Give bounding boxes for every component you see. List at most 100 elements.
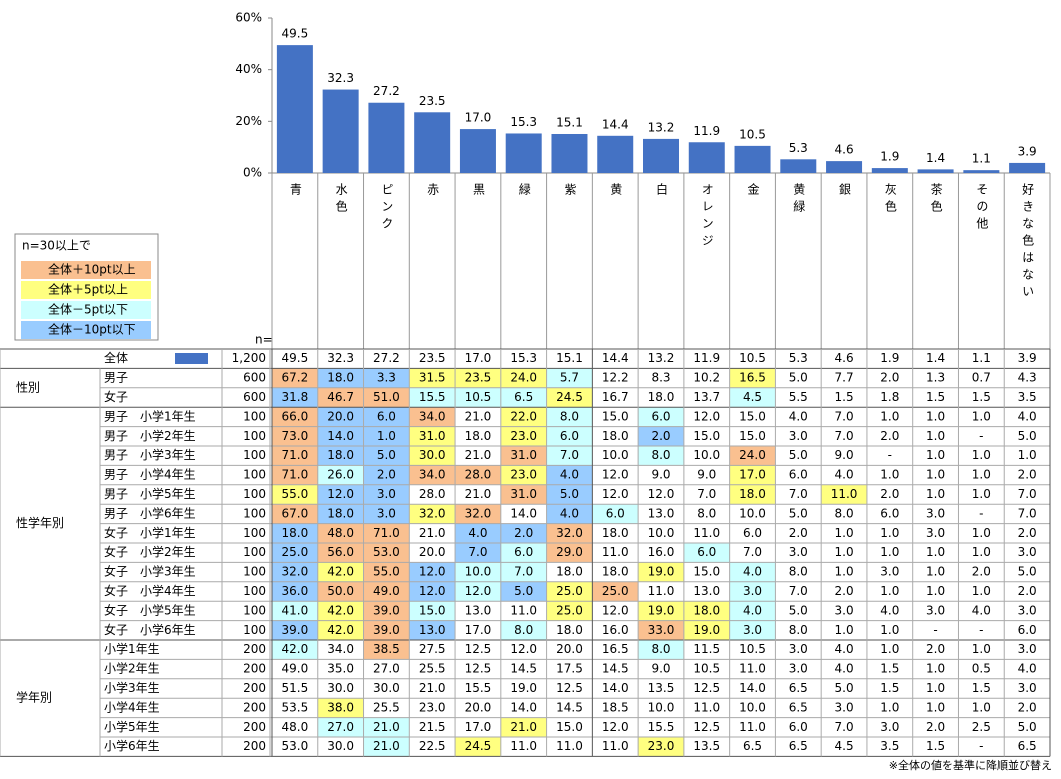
cell-shade	[500, 387, 547, 408]
table-cell: 6.0	[697, 545, 716, 559]
value-label: 15.1	[556, 115, 583, 129]
row-n: 600	[243, 371, 266, 385]
table-cell: 3.9	[1018, 351, 1037, 365]
group-label: 学年別	[16, 690, 52, 705]
table-cell: 1.0	[377, 429, 396, 443]
table-cell: 15.0	[556, 720, 583, 734]
table-cell: 21.0	[419, 681, 446, 695]
bar	[780, 159, 817, 173]
value-label: 49.5	[282, 27, 309, 41]
cell-shade	[683, 620, 730, 640]
legend-label: 全体＋10pt以上	[48, 262, 136, 277]
table-cell: 4.0	[1018, 662, 1037, 676]
table-cell: 11.0	[602, 739, 629, 753]
table-cell: 1.0	[880, 545, 899, 559]
table-cell: 5.0	[789, 371, 808, 385]
table-cell: 16.5	[602, 642, 629, 656]
table-cell: 18.0	[327, 506, 354, 520]
table-cell: 18.0	[282, 526, 309, 540]
table-cell: 3.0	[1018, 642, 1037, 656]
cell-shade	[272, 465, 318, 485]
legend-title: n=30以上で	[22, 239, 91, 253]
cell-shade	[729, 446, 776, 466]
table-cell: 1.0	[926, 468, 945, 482]
table-cell: 18.0	[693, 603, 720, 617]
bar	[322, 89, 359, 173]
category-label: オレンジ	[700, 183, 714, 251]
table-cell: 71.0	[282, 468, 309, 482]
category-label: 灰色	[883, 183, 897, 217]
table-cell: 53.0	[373, 545, 400, 559]
y-tick-label: 60%	[235, 11, 262, 25]
table-cell: 14.0	[602, 681, 629, 695]
cell-shade	[363, 562, 410, 582]
table-cell: 0.5	[972, 662, 991, 676]
table-cell: 31.0	[419, 429, 446, 443]
cell-shade	[455, 737, 501, 757]
table-cell: 6.5	[1018, 739, 1037, 753]
footnote: ※全体の値を基準に降順並び替え	[889, 758, 1052, 772]
value-label: 14.4	[602, 117, 629, 131]
cell-shade	[455, 523, 501, 543]
table-cell: 10.5	[693, 662, 720, 676]
table-cell: 1.0	[880, 584, 899, 598]
table-cell: 2.0	[926, 642, 945, 656]
row-n: 100	[243, 623, 266, 637]
row-label: 小学6年生	[104, 738, 160, 753]
cell-shade	[821, 484, 867, 505]
table-cell: 8.0	[560, 409, 579, 423]
value-label: 27.2	[373, 84, 400, 98]
cell-shade	[592, 581, 639, 602]
table-cell: 11.0	[693, 526, 720, 540]
table-cell: 41.0	[282, 603, 309, 617]
cell-shade	[363, 717, 410, 737]
table-cell: 33.0	[648, 623, 675, 637]
table-cell: -	[979, 623, 983, 637]
cell-shade	[317, 620, 364, 640]
table-cell: 12.0	[602, 468, 629, 482]
table-cell: 4.0	[560, 506, 579, 520]
table-cell: 32.0	[282, 565, 309, 579]
table-cell: 10.0	[739, 700, 766, 714]
table-cell: 30.0	[327, 739, 354, 753]
table-cell: 42.0	[282, 642, 309, 656]
table-cell: 6.5	[789, 681, 808, 695]
bar	[597, 135, 634, 173]
table-cell: 16.0	[648, 545, 675, 559]
row-label: 女子 小学3年生	[104, 564, 196, 579]
cell-shade	[546, 387, 593, 408]
table-cell: 15.5	[419, 390, 446, 404]
y-tick-label: 0%	[243, 166, 262, 180]
table-cell: 34.0	[419, 409, 446, 423]
cell-shade	[729, 465, 776, 485]
row-label: 男子 小学6年生	[104, 505, 196, 520]
cell-shade	[363, 620, 410, 640]
cell-shade	[455, 465, 501, 485]
cell-shade	[317, 387, 364, 408]
value-label: 10.5	[739, 127, 766, 141]
cell-shade	[546, 426, 593, 446]
table-cell: 12.0	[648, 487, 675, 501]
table-cell: 6.5	[789, 739, 808, 753]
table-cell: 10.5	[465, 390, 492, 404]
table-cell: 27.2	[373, 351, 400, 365]
table-cell: 30.0	[419, 448, 446, 462]
cell-shade	[272, 446, 318, 466]
value-label: 23.5	[419, 94, 446, 108]
value-label: 11.9	[693, 124, 720, 138]
table-cell: 13.0	[693, 584, 720, 598]
table-cell: 1.5	[835, 390, 854, 404]
table-cell: 19.0	[648, 603, 675, 617]
table-cell: 32.0	[465, 506, 492, 520]
cell-shade	[272, 368, 318, 388]
table-cell: 1.9	[880, 351, 899, 365]
category-label: 赤	[426, 183, 440, 200]
table-cell: 18.0	[465, 429, 492, 443]
table-cell: 23.0	[510, 429, 537, 443]
table-cell: 12.5	[693, 720, 720, 734]
cell-shade	[638, 426, 684, 446]
table-cell: 10.0	[465, 565, 492, 579]
table-cell: 3.0	[1018, 603, 1037, 617]
table-cell: 21.0	[465, 487, 492, 501]
